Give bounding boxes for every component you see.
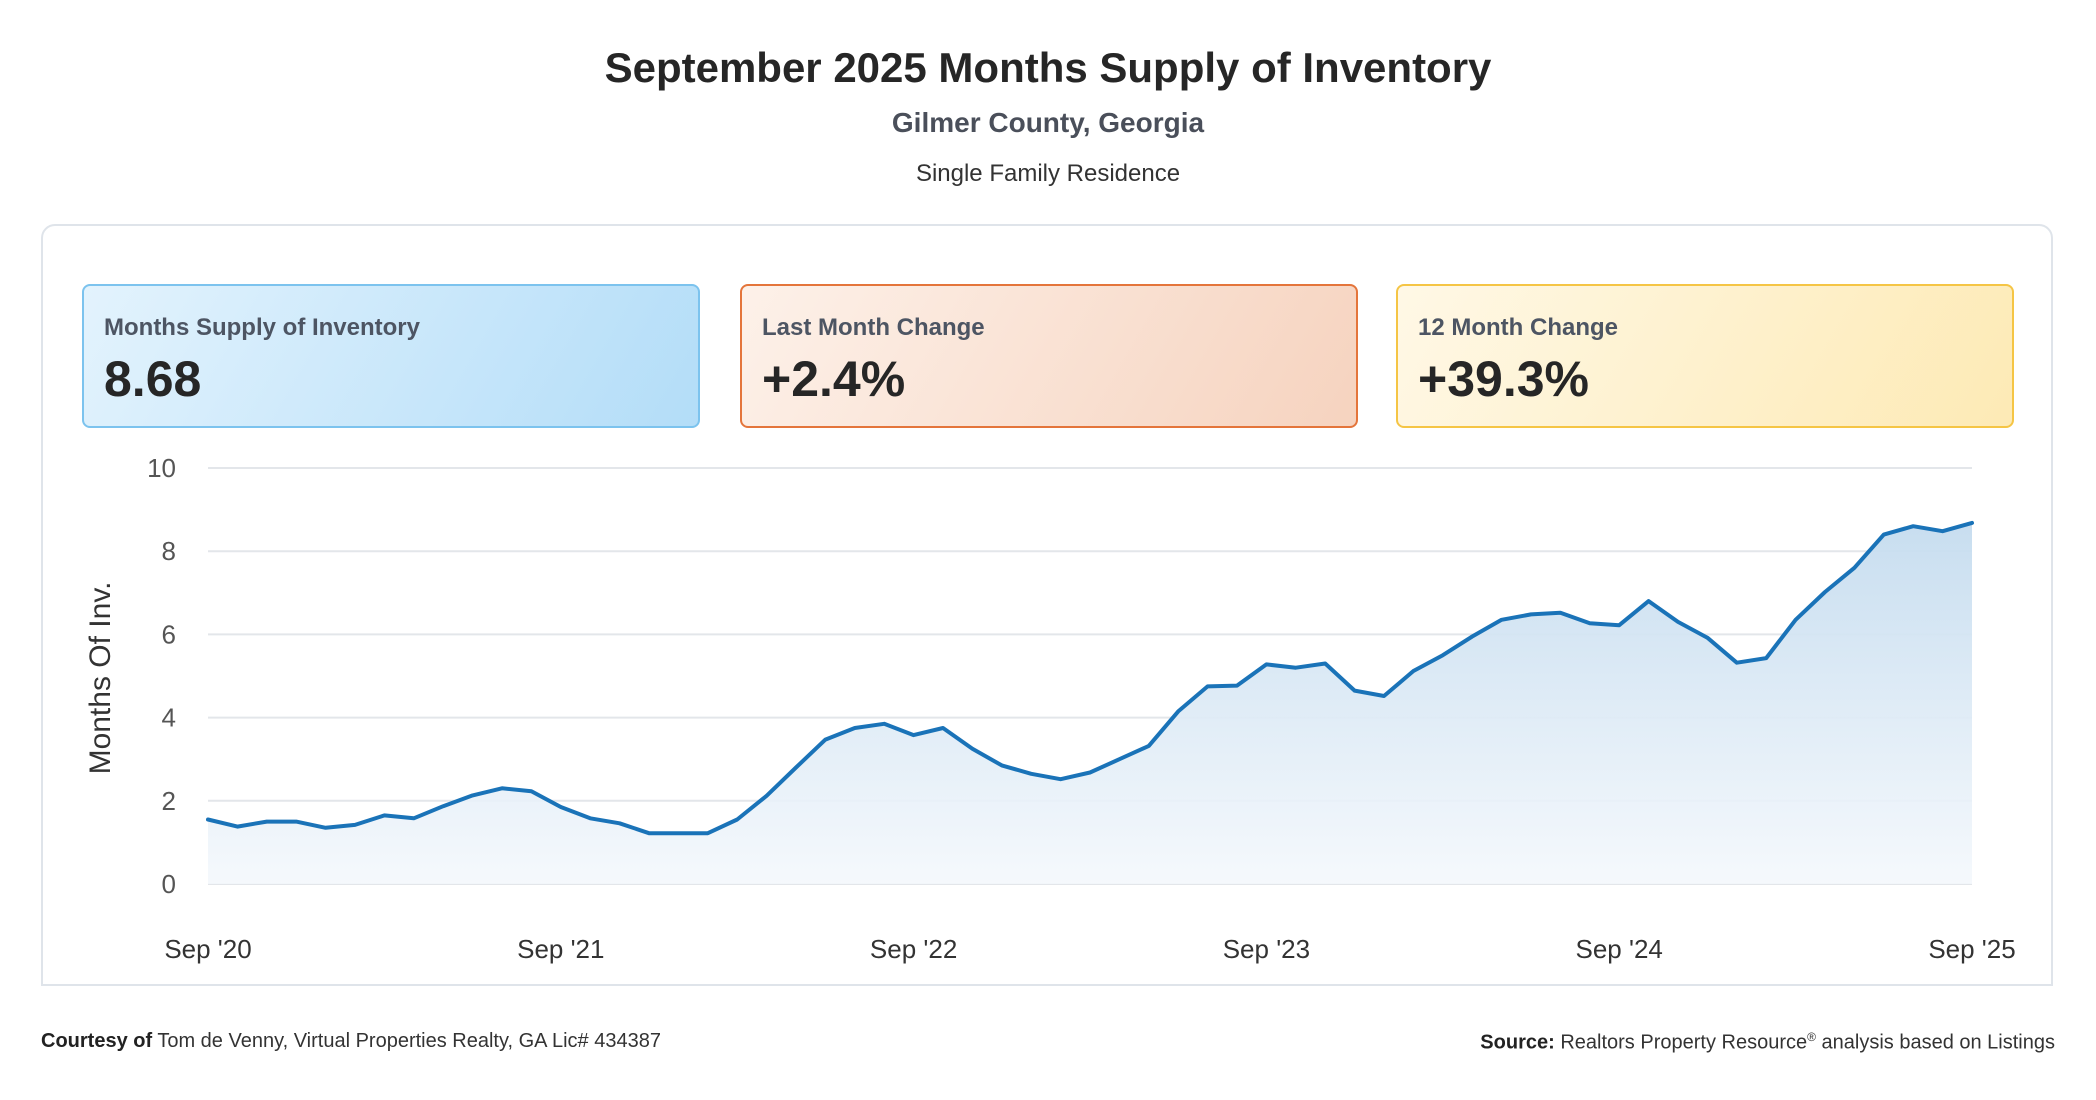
series-area (208, 522, 1972, 884)
kpi-value: +39.3% (1418, 351, 1589, 407)
registered-mark: ® (1807, 1030, 1816, 1044)
kpi-card-last-month-change: Last Month Change +2.4% (740, 284, 1358, 428)
y-tick-label: 10 (147, 453, 176, 483)
kpi-card-months-supply: Months Supply of Inventory 8.68 (82, 284, 700, 428)
footer-courtesy: Courtesy of Tom de Venny, Virtual Proper… (41, 1030, 661, 1053)
kpi-card-12-month-change: 12 Month Change +39.3% (1396, 284, 2014, 428)
kpi-label: Months Supply of Inventory (104, 314, 420, 341)
y-axis-label: Months Of Inv. (84, 582, 117, 775)
x-axis-ticks: Sep '20 Sep '21 Sep '22 Sep '23 Sep '24 Sep '… (164, 934, 2015, 964)
courtesy-text: Tom de Venny, Virtual Properties Realty,… (157, 1030, 661, 1052)
courtesy-label: Courtesy of (41, 1030, 153, 1052)
chart-title: September 2025 Months Supply of Inventor… (604, 44, 1492, 91)
chart-panel (41, 224, 2053, 986)
chart-property-type: Single Family Residence (915, 160, 1181, 187)
y-tick-label: 2 (162, 786, 176, 816)
y-axis-ticks: 0 2 4 6 8 10 (147, 453, 176, 899)
y-tick-label: 8 (162, 536, 176, 566)
kpi-value: +2.4% (762, 351, 906, 407)
kpi-label: Last Month Change (762, 314, 985, 341)
x-tick-label: Sep '25 (1928, 934, 2015, 964)
source-text: Realtors Property Resource (1560, 1031, 1808, 1054)
x-tick-label: Sep '24 (1576, 934, 1663, 964)
y-tick-label: 4 (162, 703, 176, 733)
source-suffix: analysis based on Listings (1821, 1031, 2055, 1054)
y-tick-label: 6 (162, 619, 176, 649)
x-tick-label: Sep '20 (164, 934, 251, 964)
kpi-value: 8.68 (104, 351, 202, 407)
chart-location: Gilmer County, Georgia (891, 107, 1205, 138)
series-line (206, 520, 1974, 836)
y-tick-label: 0 (162, 869, 176, 899)
footer-source: Source: Realtors Property Resource® anal… (1480, 1030, 2055, 1055)
source-label: Source: (1480, 1031, 1555, 1054)
x-tick-label: Sep '23 (1223, 934, 1310, 964)
x-tick-label: Sep '22 (870, 934, 957, 964)
kpi-label: 12 Month Change (1418, 314, 1619, 341)
x-tick-label: Sep '21 (517, 934, 604, 964)
